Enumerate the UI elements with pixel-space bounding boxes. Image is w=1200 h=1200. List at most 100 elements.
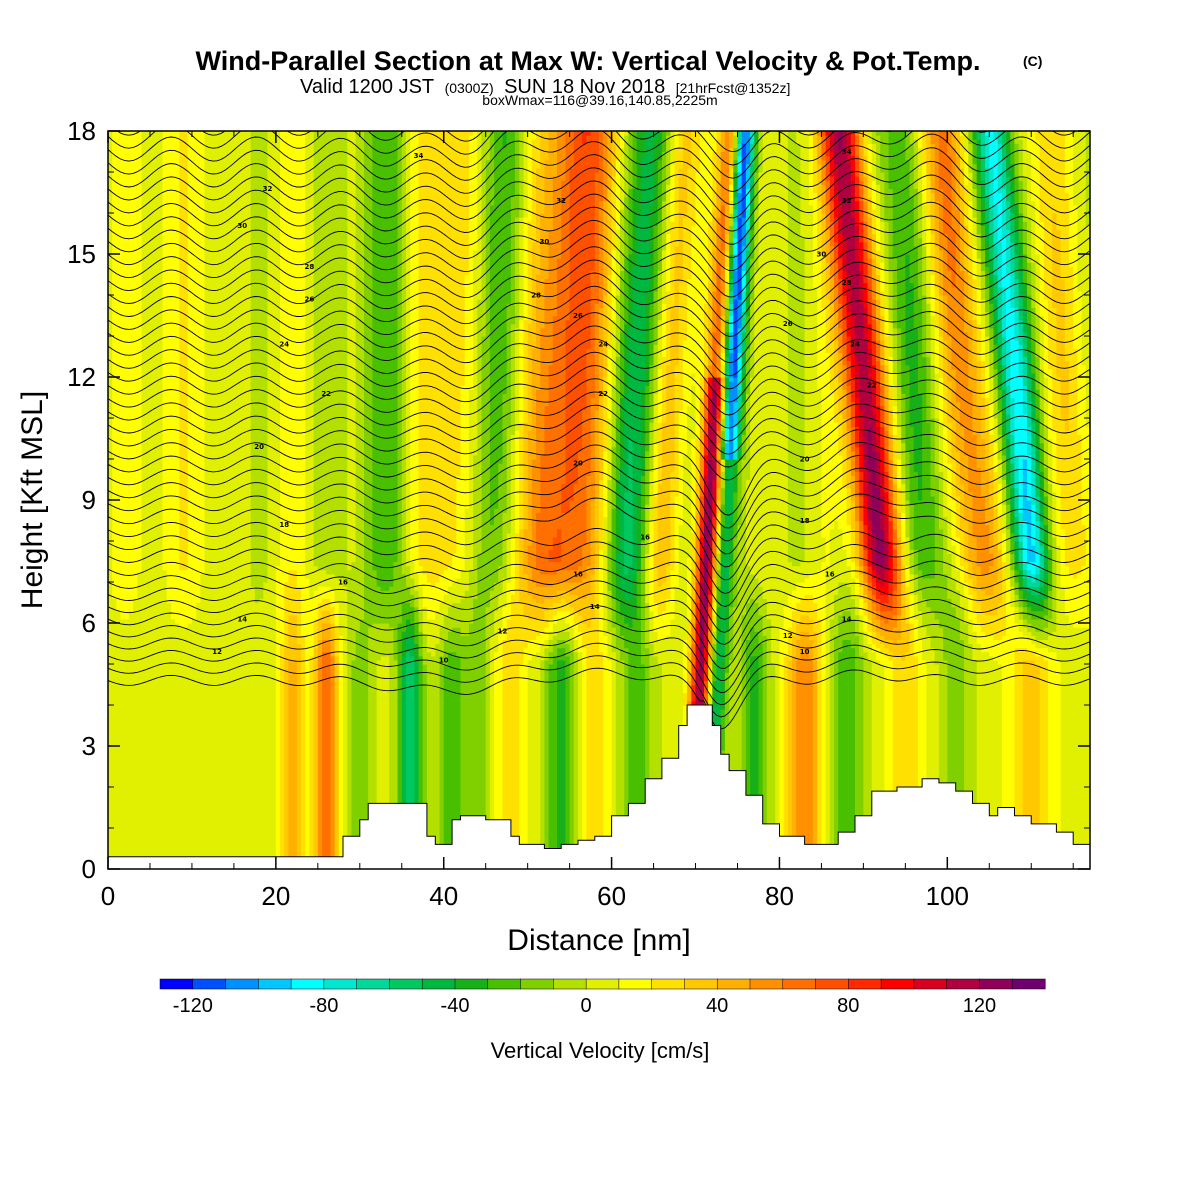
velocity-cell <box>699 475 705 497</box>
velocity-cell <box>653 393 659 444</box>
velocity-cell <box>729 659 734 796</box>
velocity-cell <box>1035 418 1041 448</box>
velocity-cell <box>1073 204 1079 349</box>
velocity-cell <box>322 131 327 571</box>
velocity-cell <box>489 635 495 869</box>
velocity-cell <box>871 565 877 571</box>
velocity-cell <box>980 360 986 399</box>
velocity-cell <box>703 434 709 456</box>
velocity-cell <box>435 643 441 869</box>
theta-contour-label: 12 <box>498 628 508 636</box>
velocity-cell <box>246 131 252 869</box>
velocity-cell <box>510 594 516 869</box>
velocity-cell <box>141 131 147 869</box>
velocity-cell <box>1027 590 1032 599</box>
velocity-cell <box>678 524 684 747</box>
velocity-cell <box>813 602 818 632</box>
velocity-cell <box>422 635 428 665</box>
velocity-cell <box>624 598 629 624</box>
velocity-cell <box>1039 131 1045 222</box>
velocity-cell <box>313 565 319 591</box>
velocity-cell <box>926 422 932 579</box>
velocity-cell <box>796 659 802 869</box>
velocity-cell <box>624 131 629 136</box>
velocity-cell <box>145 131 151 869</box>
subtitle-valid-utc: (0300Z) <box>445 80 494 96</box>
velocity-cell <box>1073 348 1079 579</box>
velocity-cell <box>498 565 504 595</box>
velocity-cell <box>880 385 885 407</box>
velocity-cell <box>964 131 969 153</box>
velocity-cell <box>720 446 726 460</box>
colorbar-swatch <box>848 978 882 990</box>
velocity-cell <box>695 131 701 173</box>
velocity-cell <box>1027 401 1032 427</box>
velocity-cell <box>330 590 336 608</box>
x-tick-label: 0 <box>101 881 115 911</box>
velocity-cell <box>414 131 420 575</box>
velocity-cell <box>997 286 1003 321</box>
velocity-cell <box>888 188 894 271</box>
velocity-cell <box>817 569 823 620</box>
velocity-cell <box>565 319 571 513</box>
velocity-cell <box>678 131 684 169</box>
velocity-cell <box>615 131 621 161</box>
velocity-cell <box>985 651 990 869</box>
velocity-cell <box>586 594 592 628</box>
velocity-cell <box>968 577 974 595</box>
velocity-cell <box>888 459 894 481</box>
velocity-cell <box>1048 549 1053 591</box>
velocity-cell <box>1060 586 1066 869</box>
velocity-cell <box>846 385 852 407</box>
velocity-cell <box>1027 217 1032 263</box>
theta-contour-line <box>108 131 1090 179</box>
theta-contour-label: 20 <box>573 460 583 468</box>
velocity-cell <box>863 200 869 222</box>
velocity-cell <box>1064 565 1070 616</box>
velocity-cell <box>863 573 869 583</box>
velocity-cell <box>724 672 730 727</box>
velocity-cell <box>863 176 869 202</box>
velocity-cell <box>733 377 739 403</box>
velocity-cell <box>976 602 982 624</box>
velocity-cell <box>691 438 697 534</box>
velocity-cell <box>523 647 529 869</box>
velocity-cell <box>1010 434 1016 464</box>
velocity-cell <box>502 147 508 394</box>
velocity-cell <box>926 577 932 608</box>
velocity-cell <box>682 454 688 640</box>
velocity-cell <box>993 508 999 546</box>
velocity-cell <box>892 643 898 657</box>
velocity-cell <box>687 131 692 169</box>
velocity-cell <box>880 565 885 579</box>
velocity-cell <box>515 217 520 329</box>
theta-contour-line <box>108 193 1090 258</box>
velocity-cell <box>926 217 932 259</box>
velocity-cell <box>531 598 537 620</box>
velocity-cell <box>989 303 995 329</box>
velocity-cell <box>804 614 810 632</box>
velocity-cell <box>909 623 915 869</box>
velocity-cell <box>875 565 881 575</box>
colorbar-swatch <box>684 978 718 990</box>
y-tick-label: 3 <box>82 731 96 761</box>
velocity-cell <box>959 270 965 427</box>
velocity-cell <box>594 303 600 411</box>
velocity-cell <box>603 635 608 869</box>
velocity-cell <box>502 606 508 640</box>
velocity-cell <box>599 200 604 308</box>
velocity-cell <box>645 450 650 505</box>
velocity-cell <box>561 598 567 612</box>
velocity-cell <box>708 655 713 665</box>
velocity-cell <box>540 659 546 869</box>
velocity-cell <box>561 639 567 649</box>
theta-contour-line <box>108 457 1090 542</box>
velocity-cell <box>729 377 734 382</box>
velocity-cell <box>1081 131 1087 366</box>
theta-contour-line <box>108 272 1090 337</box>
velocity-cell <box>854 397 860 427</box>
velocity-cell <box>976 184 982 210</box>
theta-contour-label: 22 <box>598 390 608 398</box>
theta-contour-line <box>108 567 1090 633</box>
velocity-cell <box>829 389 835 530</box>
